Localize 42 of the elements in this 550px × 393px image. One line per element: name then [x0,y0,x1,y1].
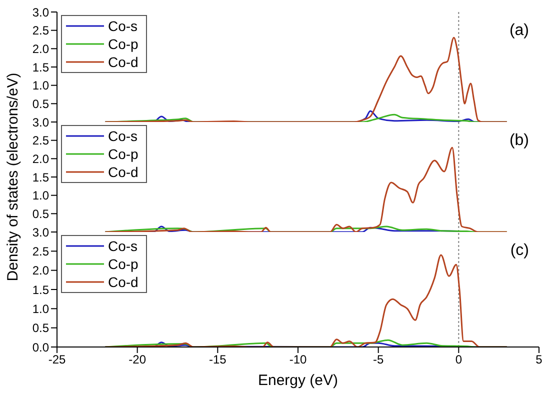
x-tick-label: -25 [48,352,66,367]
y-tick-label: 2.0 [32,264,50,278]
y-tick-label: 0.5 [32,321,50,336]
x-tick-label: -15 [208,352,227,367]
x-tick-label: 5 [536,352,543,367]
y-tick-label: 1.0 [32,188,50,203]
y-tick-label: 0.0 [32,340,50,354]
legend-label: Co-d [108,163,138,181]
annotation: (c) [510,242,529,260]
y-tick-label: 2.5 [32,244,50,258]
y-tick-label: 3.0 [32,115,50,130]
x-tick-label: 0 [455,352,462,367]
legend-label: Co-s [108,127,138,145]
x-axis-title: Energy (eV) [258,372,338,389]
y-tick-label: 1.0 [32,302,50,316]
legend-label: Co-p [108,35,138,53]
y-tick-label: 0.5 [32,96,50,111]
y-tick-label: 0.5 [32,206,50,221]
x-tick-label: -5 [372,352,384,367]
y-tick-label: 1.0 [32,78,50,93]
legend-label: Co-d [108,53,138,71]
y-tick-label: 2.0 [32,42,50,56]
y-tick-label: 2.5 [32,24,50,38]
annotation: (a) [509,22,529,40]
y-tick-label: 1.5 [32,282,50,297]
x-tick-label: -10 [289,352,307,367]
legend-label: Co-p [108,255,138,273]
x-tick-label: -20 [128,352,146,367]
y-tick-label: 3.0 [32,5,50,20]
y-tick-label: 1.5 [32,60,50,74]
line-series [104,36,508,122]
y-tick-label: 3.0 [32,225,50,240]
y-tick-label: 2.5 [32,134,50,148]
legend-label: Co-s [108,237,138,255]
legend-label: Co-s [108,17,138,35]
annotation: (b) [509,132,529,150]
y-axis-title: Density of states (electrons/eV) [4,72,22,282]
line-series [104,146,508,232]
y-tick-label: 1.5 [32,170,50,184]
legend-label: Co-d [108,273,138,291]
legend-label: Co-p [108,145,138,163]
y-tick-label: 2.0 [32,152,50,166]
